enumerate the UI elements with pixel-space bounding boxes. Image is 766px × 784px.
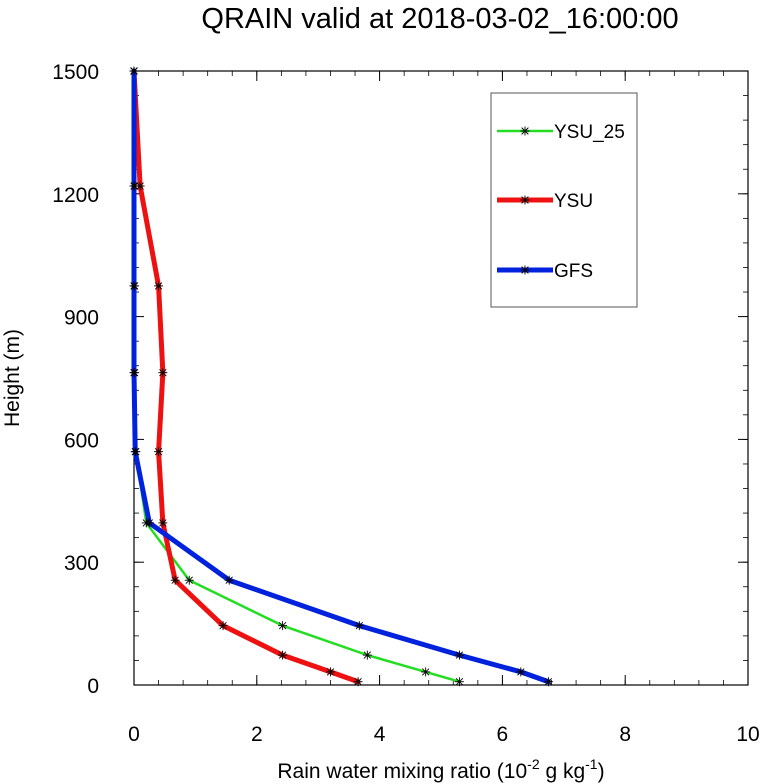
x-axis-label: Rain water mixing ratio (10-2 g kg-1): [277, 756, 604, 783]
data-point-ysu-25: [362, 650, 372, 660]
data-point-gfs: [129, 281, 139, 291]
data-point-ysu-25: [421, 667, 431, 677]
x-axis-label-exp1: -2: [527, 756, 540, 772]
legend-marker-ysu: [520, 195, 530, 205]
data-point-ysu: [170, 575, 180, 585]
legend-label-gfs: GFS: [554, 261, 593, 282]
data-point-ysu: [158, 368, 168, 378]
data-point-gfs: [224, 575, 234, 585]
data-point-gfs: [454, 650, 464, 660]
data-point-ysu: [154, 447, 164, 457]
y-tick-label: 300: [64, 552, 99, 575]
x-axis-label-main: Rain water mixing ratio (10: [277, 760, 527, 783]
axis-ticks: [133, 70, 749, 686]
data-point-ysu: [325, 667, 335, 677]
data-point-gfs: [129, 181, 139, 191]
y-tick-label: 1500: [52, 61, 99, 84]
data-point-gfs: [354, 621, 364, 631]
x-tick-label: 10: [736, 723, 759, 746]
data-point-ysu-25: [184, 575, 194, 585]
legend-label-ysu: YSU: [554, 191, 593, 212]
x-tick-label: 4: [374, 723, 386, 746]
legend: YSU_25 YSU GFS: [497, 122, 625, 282]
data-point-ysu: [218, 621, 228, 631]
x-tick-label: 0: [128, 723, 140, 746]
x-tick-labels: 0 2 4 6 8 10: [128, 723, 760, 746]
data-point-ysu-25: [454, 677, 464, 687]
legend-label-ysu-25: YSU_25: [554, 122, 625, 143]
data-point-ysu: [278, 650, 288, 660]
y-axis-label: Height (m): [1, 329, 24, 427]
data-point-ysu: [353, 677, 363, 687]
data-point-gfs: [129, 368, 139, 378]
data-point-gfs: [129, 66, 139, 76]
y-tick-label: 1200: [52, 184, 99, 207]
y-tick-label: 0: [87, 675, 99, 698]
data-point-gfs: [516, 667, 526, 677]
series-line-gfs: [131, 68, 551, 685]
legend-marker-ysu-25: [520, 126, 530, 136]
data-point-ysu-25: [278, 621, 288, 631]
y-tick-labels: 0 300 600 900 1200 1500: [52, 61, 99, 698]
data-point-gfs: [144, 518, 154, 528]
x-tick-label: 6: [497, 723, 509, 746]
data-point-ysu: [154, 281, 164, 291]
y-tick-label: 900: [64, 307, 99, 330]
data-point-gfs: [543, 677, 553, 687]
x-tick-label: 8: [619, 723, 631, 746]
x-axis-label-end: ): [598, 760, 605, 783]
data-point-gfs: [130, 447, 140, 457]
x-tick-label: 2: [251, 723, 263, 746]
chart-title: QRAIN valid at 2018-03-02_16:00:00: [201, 3, 678, 35]
plot-frame: [133, 70, 749, 686]
series-layer: [129, 66, 553, 687]
y-tick-label: 600: [64, 429, 99, 452]
series-line-ysu: [131, 68, 361, 685]
data-point-ysu: [158, 518, 168, 528]
x-axis-label-exp2: -1: [585, 756, 598, 772]
legend-marker-gfs: [520, 265, 530, 275]
x-axis-label-mid: g kg: [540, 760, 586, 783]
